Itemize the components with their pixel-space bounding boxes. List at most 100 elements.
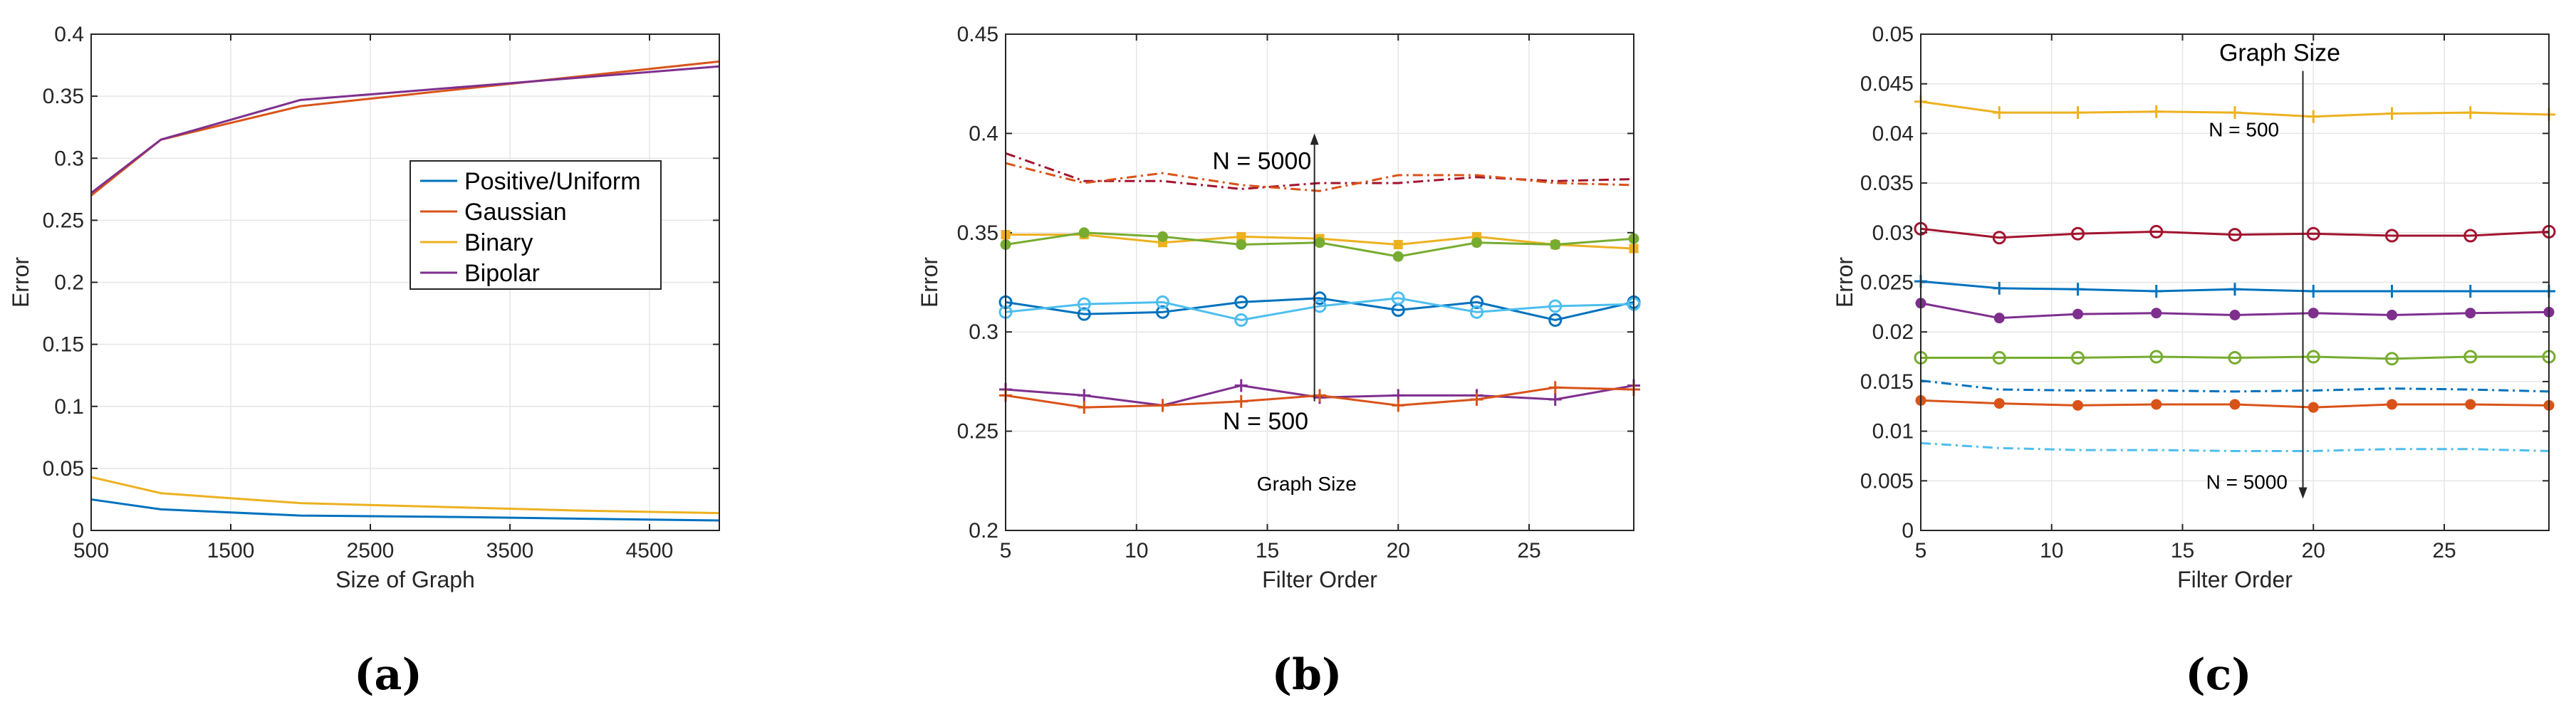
marker-dot (2072, 399, 2083, 411)
x-tick-label: 15 (1256, 539, 1279, 562)
marker-circle (2228, 228, 2242, 242)
x-tick-label: 5 (1000, 539, 1012, 562)
y-tick-label: 0.25 (957, 420, 998, 444)
y-tick-label: 0.3 (969, 320, 998, 344)
series-line-2 (1914, 275, 2555, 298)
y-tick-label: 0.4 (969, 122, 998, 145)
marker-dot (1078, 227, 1090, 239)
x-tick-label: 4500 (626, 539, 674, 562)
marker-dot (1314, 237, 1325, 248)
y-axis-label: Error (1832, 257, 1857, 308)
legend-entry: Gaussian (464, 199, 567, 226)
annotation-top: N = 500 (2209, 119, 2279, 141)
series-line (1005, 162, 1634, 192)
series-line (1005, 152, 1634, 190)
y-tick-label: 0.045 (1860, 73, 1914, 96)
marker-circle (1156, 295, 1169, 309)
y-tick-label: 0.04 (1872, 122, 1914, 145)
marker-circle (1077, 307, 1091, 321)
y-axis-label: Error (8, 257, 33, 308)
marker-circle (1156, 305, 1169, 319)
x-tick-label: 20 (2302, 539, 2325, 562)
marker-dot (1236, 239, 1247, 251)
y-tick-label: 0 (72, 519, 84, 543)
y-tick-label: 0.05 (43, 457, 84, 481)
marker-circle (2463, 229, 2478, 243)
x-tick-label: 15 (2171, 539, 2194, 562)
plot-area (1006, 34, 1634, 530)
series-line-7 (1920, 441, 2550, 452)
marker-dot (2465, 308, 2476, 319)
y-tick-label: 0.35 (43, 85, 84, 108)
series-line-5 (1920, 379, 2550, 393)
series-line-4 (1914, 350, 2556, 366)
series-line (1921, 355, 2549, 360)
subfigure-caption: (c) (2185, 650, 2251, 700)
marker-circle (2228, 350, 2242, 365)
y-tick-label: 0 (1902, 519, 1914, 543)
marker-dot (1392, 251, 1404, 262)
series-line (1005, 297, 1634, 321)
x-tick-label: 1500 (207, 539, 255, 562)
marker-circle (1470, 305, 1483, 319)
legend-entry: Bipolar (464, 260, 540, 287)
axes-box (1920, 33, 2550, 531)
x-tick-label: 2500 (347, 539, 395, 562)
marker-circle (2306, 226, 2320, 241)
marker-circle (2463, 350, 2478, 364)
x-axis-label: Filter Order (2177, 567, 2293, 592)
x-tick-label: 3500 (486, 539, 534, 562)
annotation-bottom: N = 500 (1223, 408, 1308, 435)
chart-b: 5 10 15 20 25 0.2 0.25 0.3 0.35 0.4 0.45 Filter Ord… (917, 23, 1641, 700)
legend-entry: Binary (464, 229, 533, 256)
marker-circle (2306, 350, 2320, 364)
series-line-3 (1915, 298, 2555, 324)
legend-entry: Positive/Uniform (464, 168, 641, 195)
x-axis-label: Size of Graph (335, 567, 475, 592)
y-tick-label: 0.05 (1872, 23, 1914, 46)
series-bipolar (90, 65, 720, 194)
marker-dot (2151, 308, 2162, 319)
series-line (1920, 379, 2550, 393)
marker-circle (2385, 229, 2399, 243)
marker-circle (1234, 295, 1248, 309)
y-tick-label: 0.15 (43, 333, 84, 357)
series-line (1005, 297, 1634, 321)
series-binary (90, 476, 720, 515)
series-line (90, 65, 720, 194)
marker-dot (1993, 313, 2005, 324)
marker-circle (1470, 295, 1483, 309)
annotation-top: N = 5000 (1212, 148, 1311, 175)
y-tick-label: 0.015 (1860, 370, 1914, 394)
marker-circle (1548, 299, 1563, 313)
x-tick-label: 25 (2432, 539, 2456, 562)
marker-dot (2465, 399, 2476, 410)
marker-circle (1992, 350, 2006, 365)
y-tick-label: 0.1 (54, 395, 84, 419)
marker-circle (1992, 231, 2006, 245)
y-tick-label: 0.45 (957, 23, 998, 46)
x-tick-label: 5 (1915, 539, 1927, 562)
marker-dot (2308, 402, 2319, 413)
marker-circle (1234, 313, 1248, 327)
x-tick-label: 25 (1517, 539, 1540, 562)
y-tick-label: 0.3 (54, 147, 84, 170)
marker-dot (2387, 310, 2397, 321)
marker-circle (1077, 297, 1091, 311)
series-line-3 (1000, 227, 1639, 262)
subfigure-caption: (b) (1272, 650, 1342, 700)
marker-circle (2385, 352, 2399, 366)
marker-circle (2071, 226, 2085, 241)
y-tick-label: 0.25 (43, 209, 84, 232)
graph-size-annotation: Graph Size N = 500 N = 5000 (2206, 40, 2340, 499)
series-line (90, 498, 720, 522)
marker-circle (1548, 313, 1563, 327)
x-axis-label: Filter Order (1262, 567, 1377, 592)
marker-dot (2151, 399, 2162, 410)
y-tick-label: 0.025 (1860, 271, 1914, 295)
x-tick-label: 10 (1125, 539, 1148, 562)
legend-box (410, 160, 662, 290)
series-line (1920, 441, 2550, 452)
marker-dot (1471, 237, 1482, 248)
